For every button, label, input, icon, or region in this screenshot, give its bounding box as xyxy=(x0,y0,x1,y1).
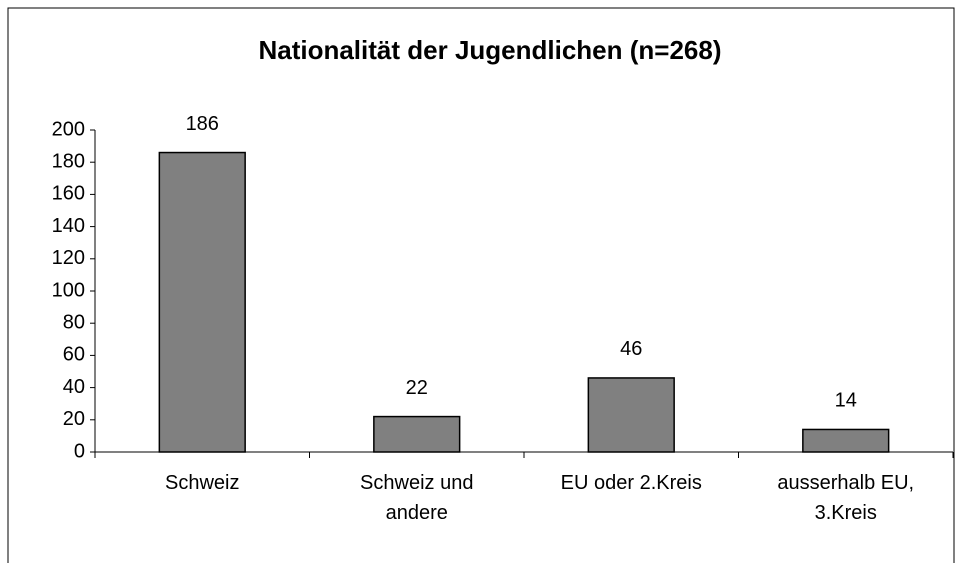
value-label: 14 xyxy=(835,390,857,412)
bar xyxy=(158,151,246,453)
bar xyxy=(587,377,675,453)
y-tick-label: 80 xyxy=(63,311,85,333)
value-label: 46 xyxy=(620,338,642,360)
y-tick-label: 60 xyxy=(63,344,85,366)
bar xyxy=(373,415,461,453)
chart-title: Nationalität der Jugendlichen (n=268) xyxy=(258,35,721,65)
x-tick-label: EU oder 2.Kreis xyxy=(560,472,702,494)
y-tick-label: 180 xyxy=(52,150,85,172)
value-label: 186 xyxy=(186,113,219,135)
x-tick-label: ausserhalb EU, 3.Kreis xyxy=(777,472,915,524)
y-tick-label: 160 xyxy=(52,183,85,205)
x-tick-label: Schweiz und andere xyxy=(360,472,474,524)
y-tick-label: 100 xyxy=(52,279,85,301)
y-tick-label: 20 xyxy=(63,408,85,430)
value-label: 22 xyxy=(406,377,428,399)
y-tick-label: 140 xyxy=(52,215,85,237)
bar xyxy=(802,428,890,453)
x-tick-label: Schweiz xyxy=(165,472,240,494)
chart-frame xyxy=(7,7,955,563)
y-tick-label: 0 xyxy=(74,440,85,462)
y-tick-label: 120 xyxy=(52,247,85,269)
y-tick-label: 200 xyxy=(52,118,85,140)
y-tick-label: 40 xyxy=(63,376,85,398)
